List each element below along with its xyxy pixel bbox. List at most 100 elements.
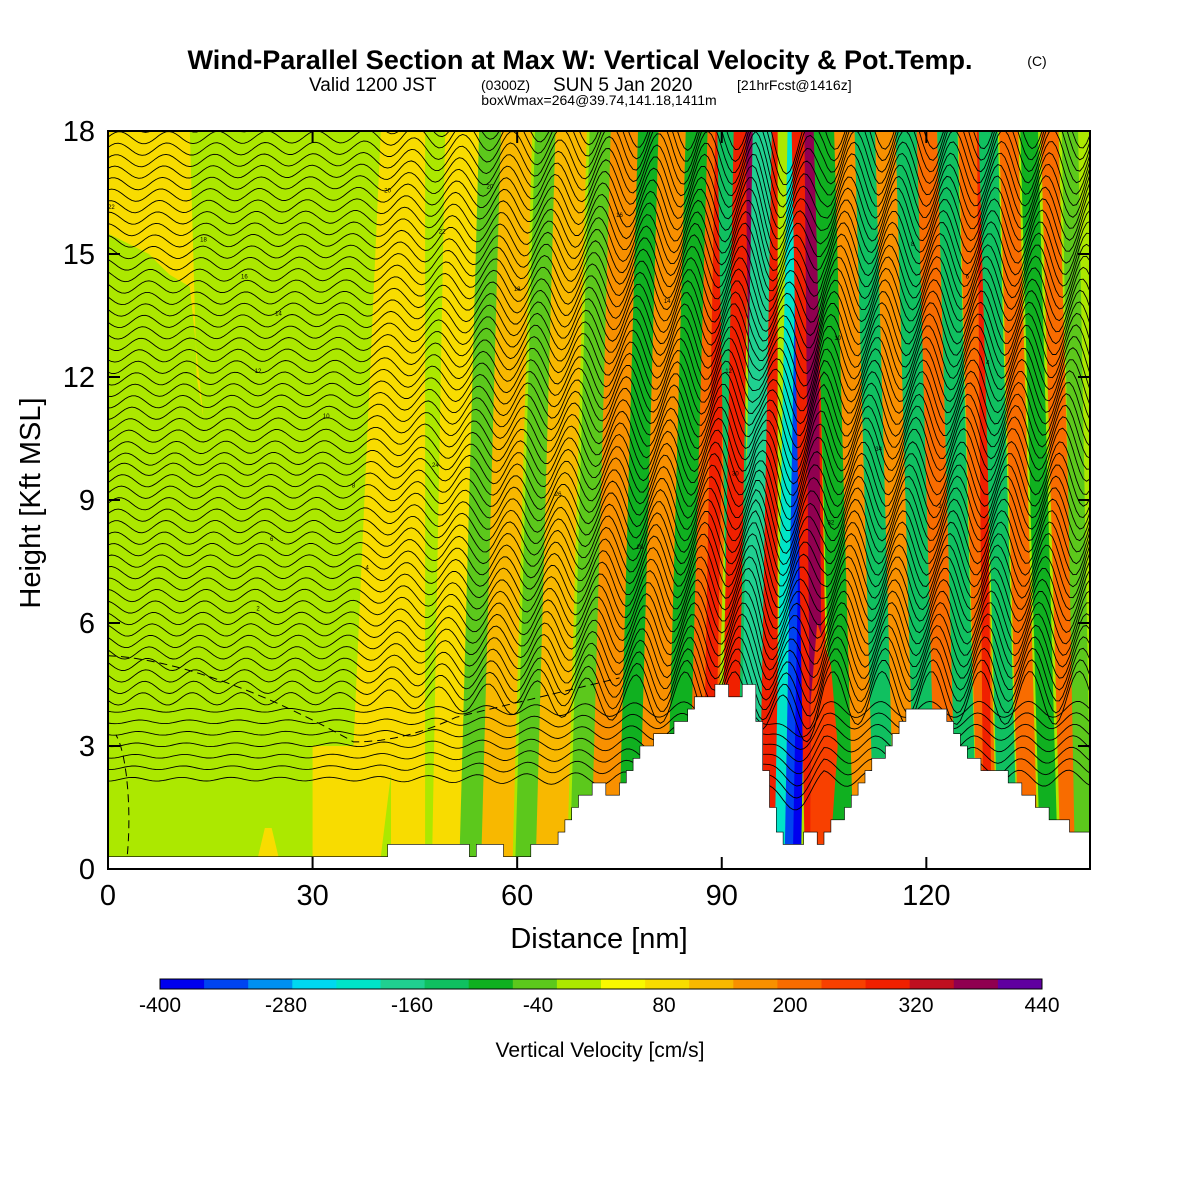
colorbar-tick-label: -280: [265, 994, 307, 1017]
colorbar-tick-label: 200: [772, 994, 807, 1017]
pot-temp-contour: [108, 521, 1090, 598]
y-tick-label: 15: [63, 239, 95, 271]
colorbar-swatch: [160, 979, 205, 989]
valid-date: SUN 5 Jan 2020: [553, 75, 692, 96]
contour-label: 14: [664, 299, 671, 305]
pot-temp-contour: [108, 544, 1090, 619]
pot-temp-contour: [108, 370, 1090, 449]
valid-forecast: [21hrFcst@1416z]: [737, 77, 852, 93]
pot-temp-contour: [108, 567, 1090, 640]
velocity-patch: [312, 131, 409, 857]
x-tick-label: 60: [501, 880, 533, 912]
updraft-core: [810, 623, 838, 845]
pot-temp-contours: [108, 131, 1090, 869]
contour-label: 14: [275, 312, 282, 318]
pot-temp-contour: [108, 324, 1090, 400]
updraft-band: [590, 131, 641, 869]
downdraft-band: [937, 131, 978, 869]
updraft-band: [834, 131, 876, 869]
contour-label: 24: [432, 463, 439, 469]
contour-label: 8: [911, 242, 915, 248]
contour-label: 10: [834, 336, 841, 342]
contour-label: 32: [828, 521, 835, 527]
pot-temp-contour: [108, 221, 1090, 292]
contour-label: 2: [256, 607, 260, 613]
contour-label: 30: [732, 471, 739, 477]
colorbar-swatch: [865, 979, 911, 989]
colorbar-tick-label: -400: [139, 994, 181, 1017]
contour-label: 4: [986, 361, 990, 367]
colorbar-swatch: [512, 979, 558, 989]
plot-area: 2468101214161820222426283032342468101214…: [108, 131, 1090, 869]
pot-temp-contour: [108, 441, 1090, 521]
contour-label: 12: [255, 369, 262, 375]
pot-temp-contour: [108, 301, 1090, 375]
colorbar-tick-label: -40: [523, 994, 553, 1017]
pot-temp-contour: [108, 636, 1090, 705]
colorbar-swatch: [909, 979, 955, 989]
y-tick-label: 9: [79, 485, 95, 517]
pot-temp-contour: [108, 312, 1090, 387]
contour-label: 4: [365, 566, 369, 572]
pot-temp-contour: [108, 532, 1090, 609]
pot-temp-contour: [108, 427, 1090, 508]
x-tick-label: 120: [902, 880, 950, 912]
y-tick-label: 3: [79, 731, 95, 763]
pot-temp-contour: [108, 590, 1090, 661]
pot-temp-contour: [108, 209, 1090, 282]
updraft-band: [391, 131, 426, 869]
y-axis: 0 3 6 9 12 15 18: [63, 116, 1090, 886]
valid-prefix: Valid 1200 JST: [309, 75, 437, 96]
contour-label: 26: [555, 492, 562, 498]
pot-temp-contour: [108, 555, 1090, 630]
pot-temp-contour: [108, 255, 1090, 323]
pot-temp-contour: [108, 131, 1090, 197]
pot-temp-contour: [108, 289, 1090, 362]
contour-label: 22: [439, 230, 446, 236]
velocity-bands: [108, 131, 1090, 869]
contour-label: 28: [637, 545, 644, 551]
x-tick-label: 30: [296, 880, 328, 912]
pot-temp-contour: [108, 487, 1090, 566]
colorbar-tick-label: 440: [1024, 994, 1059, 1017]
colorbar-swatch: [821, 979, 867, 989]
pot-temp-contour: [108, 601, 1090, 671]
pot-temp-contour: [108, 266, 1090, 337]
pot-temp-contour: [108, 464, 1090, 543]
updraft-band: [999, 131, 1039, 869]
updraft-band: [638, 131, 689, 869]
colorbar-swatch: [248, 979, 293, 989]
pot-temp-contour: [108, 475, 1090, 554]
y-axis-label: Height [Kft MSL]: [15, 397, 47, 608]
contour-label: 22: [108, 205, 115, 211]
colorbar-swatch: [777, 979, 822, 989]
colorbar-tick-label: 80: [652, 994, 675, 1017]
dashed-contour: [108, 655, 620, 743]
updraft-band: [481, 131, 533, 869]
colorbar-swatch: [645, 979, 690, 989]
pot-temp-contour: [108, 152, 1090, 230]
y-tick-label: 0: [79, 854, 95, 886]
pot-temp-contour: [108, 613, 1090, 681]
box-info: boxWmax=264@39.74,141.18,1411m: [481, 92, 716, 108]
pot-temp-contour-labels: 2468101214161820222426283032342468101214…: [108, 184, 990, 612]
contour-label: 6: [966, 275, 970, 281]
velocity-patch: [108, 131, 204, 418]
contour-label: 8: [352, 484, 356, 490]
x-tick-label: 0: [100, 880, 116, 912]
pot-temp-contour: [108, 163, 1090, 240]
contour-label: 12: [725, 369, 732, 375]
colorbar-swatch: [380, 979, 426, 989]
chart-title: Wind-Parallel Section at Max W: Vertical…: [188, 45, 973, 75]
updraft-band: [976, 131, 992, 869]
pot-temp-contour: [108, 647, 1090, 717]
contour-label: 6: [270, 537, 274, 543]
valid-zulu: (0300Z): [481, 77, 530, 93]
velocity-patch: [258, 828, 279, 857]
pot-temp-contour: [108, 510, 1090, 587]
pot-temp-contour: [108, 198, 1090, 272]
contour-label: 16: [616, 213, 623, 219]
colorbar-swatch: [601, 979, 646, 989]
y-tick-label: 12: [63, 362, 95, 394]
